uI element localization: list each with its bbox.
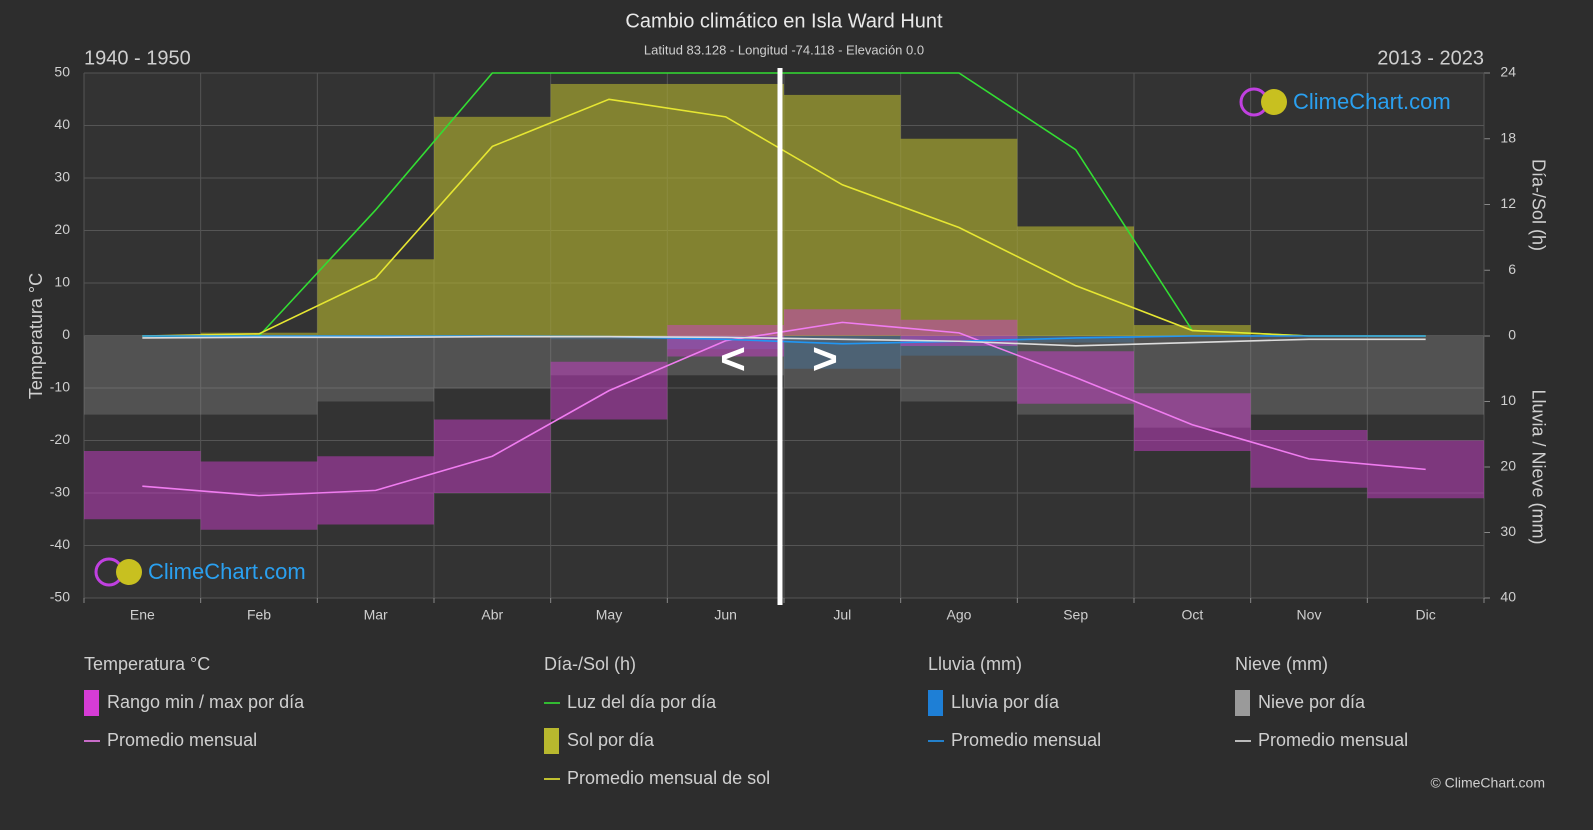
- y-tick-label: 30: [54, 169, 70, 185]
- day-bar: [1134, 336, 1251, 428]
- day-bar: [317, 259, 434, 336]
- x-tick-label: Mar: [364, 607, 388, 623]
- y-tick-label: -40: [50, 536, 70, 552]
- logo-text: ClimeChart.com: [148, 559, 306, 584]
- logo-sun: [1261, 89, 1287, 115]
- y-tick-label: 50: [54, 64, 70, 80]
- chart-subtitle: Latitud 83.128 - Longitud -74.118 - Elev…: [644, 42, 924, 57]
- logo-top: ClimeChart.com: [1239, 87, 1451, 117]
- line: [142, 98, 1426, 337]
- x-tick-label: Ago: [947, 607, 972, 623]
- x-tick-label: Feb: [247, 607, 271, 623]
- period-left: 1940 - 1950: [84, 47, 191, 69]
- y2-tick-label: 6: [1508, 261, 1516, 277]
- x-tick-label: May: [596, 607, 622, 623]
- y-tick-label: 10: [54, 274, 70, 290]
- y2-tick-label: 24: [1500, 64, 1516, 80]
- logo-text: ClimeChart.com: [1293, 89, 1451, 114]
- legend-label: Promedio mensual: [107, 730, 257, 750]
- y3-tick-label: 30: [1500, 523, 1516, 539]
- y2-tick-label: 18: [1500, 129, 1516, 145]
- y-axis-label: Temperatura °C: [26, 273, 46, 399]
- x-tick-label: Ene: [130, 607, 155, 623]
- day-bar: [1250, 336, 1368, 415]
- day-bar: [317, 336, 434, 402]
- legend-label: Promedio mensual de sol: [567, 768, 770, 788]
- day-bar: [550, 336, 668, 376]
- y2-tick-label: 12: [1500, 195, 1516, 211]
- y-tick-label: -10: [50, 379, 70, 395]
- y-tick-label: -30: [50, 484, 70, 500]
- temp-range: [1367, 440, 1484, 499]
- day-bar: [550, 83, 668, 336]
- legend-label: Rango min / max por día: [107, 692, 305, 712]
- day-bar: [1017, 336, 1134, 415]
- line: [142, 335, 1426, 347]
- day-bar: [784, 336, 901, 389]
- legend-label: Sol por día: [567, 730, 655, 750]
- chart-title: Cambio climático en Isla Ward Hunt: [625, 10, 943, 32]
- legend-swatch: [84, 690, 99, 716]
- day-bar: [84, 336, 201, 415]
- y3-axis-label: Lluvia / Nieve (mm): [1528, 389, 1548, 544]
- day-bar: [784, 94, 901, 337]
- day-bar: [900, 138, 1018, 336]
- x-tick-label: Oct: [1181, 607, 1203, 623]
- nav-prev[interactable]: <: [720, 335, 746, 384]
- legend-label: Lluvia por día: [951, 692, 1060, 712]
- day-bar: [434, 116, 551, 336]
- y2-tick-label: 0: [1508, 327, 1516, 343]
- legend-label: Luz del día por día: [567, 692, 717, 712]
- logo-sun: [116, 559, 142, 585]
- nav-next[interactable]: >: [812, 335, 838, 384]
- legend-title: Nieve (mm): [1235, 654, 1328, 674]
- legend-swatch: [544, 728, 559, 754]
- day-bar: [1367, 336, 1484, 415]
- x-tick-label: Dic: [1416, 607, 1436, 623]
- legend-title: Día-/Sol (h): [544, 654, 636, 674]
- x-tick-label: Sep: [1063, 607, 1088, 623]
- x-tick-label: Jul: [833, 607, 851, 623]
- legend-title: Temperatura °C: [84, 654, 210, 674]
- line: [142, 335, 1426, 345]
- day-bar: [667, 83, 784, 336]
- period-right: 2013 - 2023: [1377, 47, 1484, 69]
- day-bar: [667, 336, 784, 376]
- legend-label: Promedio mensual: [951, 730, 1101, 750]
- temp-range: [1134, 393, 1251, 451]
- y-tick-label: -20: [50, 431, 70, 447]
- day-bar: [1017, 336, 1134, 343]
- temp-range: [84, 451, 201, 520]
- line: [142, 321, 1426, 497]
- y3-tick-label: 10: [1500, 392, 1516, 408]
- day-bar: [550, 336, 668, 340]
- day-bar: [434, 336, 551, 389]
- legend-label: Promedio mensual: [1258, 730, 1408, 750]
- legend-title: Lluvia (mm): [928, 654, 1022, 674]
- y-tick-label: 40: [54, 116, 70, 132]
- day-bar: [1017, 226, 1134, 336]
- x-tick-label: Jun: [714, 607, 737, 623]
- day-bar: [784, 336, 901, 369]
- y2-axis-label: Día-/Sol (h): [1528, 159, 1548, 251]
- logo-bottom: ClimeChart.com: [94, 557, 306, 587]
- y3-tick-label: 20: [1500, 458, 1516, 474]
- y3-tick-label: 40: [1500, 589, 1516, 605]
- y-tick-label: 20: [54, 221, 70, 237]
- y-tick-label: -50: [50, 589, 70, 605]
- legend-swatch: [928, 690, 943, 716]
- y-tick-label: 0: [62, 326, 70, 342]
- day-bar: [200, 336, 318, 415]
- x-tick-label: Nov: [1297, 607, 1322, 623]
- legend-label: Nieve por día: [1258, 692, 1366, 712]
- copyright: © ClimeChart.com: [1430, 775, 1545, 791]
- plot-layer: -50 -40 -30 -20 -10 0 10 20 30 40 50 0 6 12 18 24 10 20 30…: [50, 64, 1516, 623]
- x-tick-label: Abr: [481, 607, 503, 623]
- legend-swatch: [1235, 690, 1250, 716]
